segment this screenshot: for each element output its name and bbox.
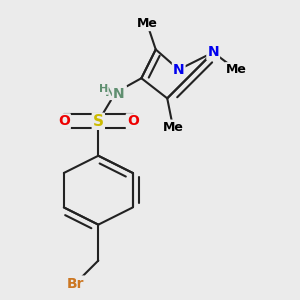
Text: S: S bbox=[93, 114, 104, 129]
Text: O: O bbox=[58, 114, 70, 128]
Text: Me: Me bbox=[137, 17, 158, 30]
Text: NH: NH bbox=[105, 86, 126, 99]
Text: Me: Me bbox=[163, 121, 183, 134]
Text: N: N bbox=[207, 45, 219, 59]
Text: Me: Me bbox=[226, 63, 247, 76]
Text: O: O bbox=[127, 114, 139, 128]
Text: Br: Br bbox=[67, 277, 84, 290]
Text: N: N bbox=[112, 87, 124, 101]
Text: N: N bbox=[173, 63, 184, 76]
Text: H: H bbox=[99, 84, 108, 94]
